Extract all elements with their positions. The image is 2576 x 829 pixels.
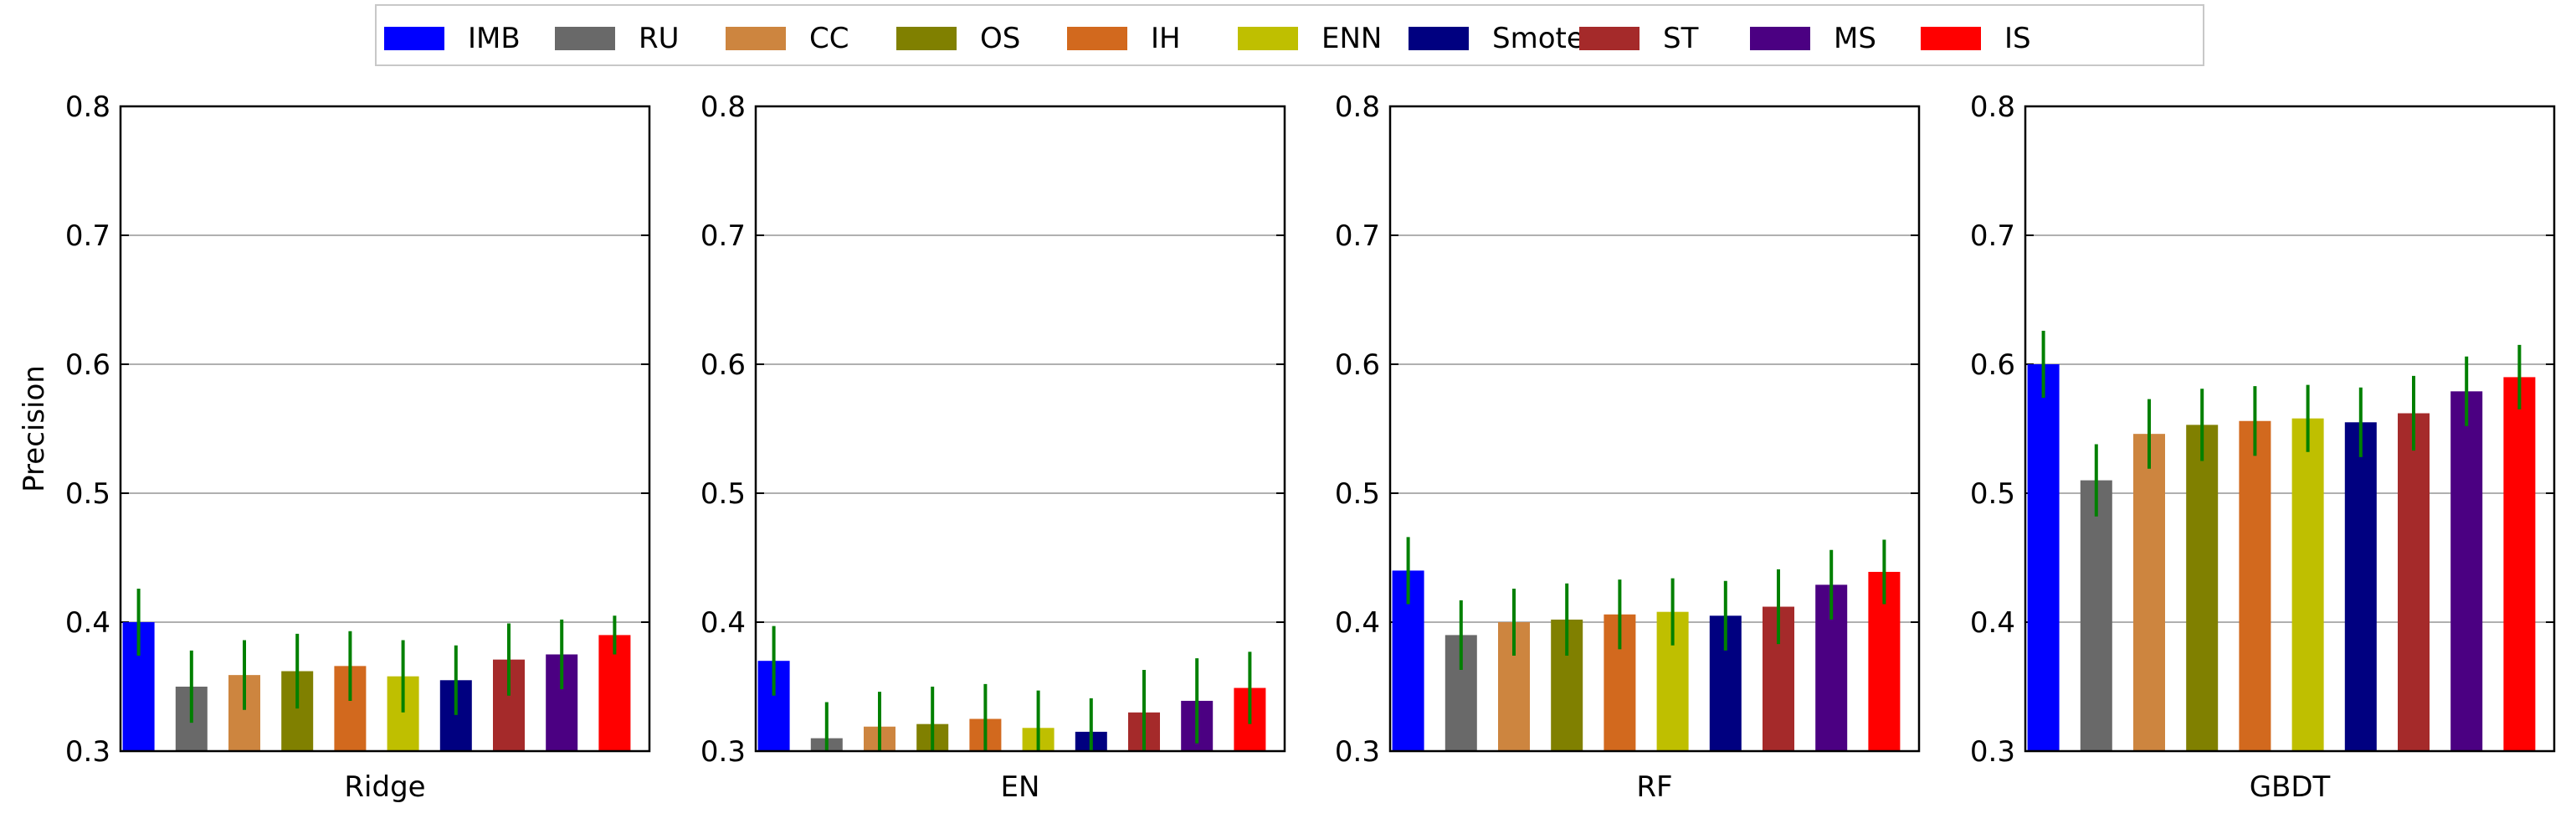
- bar-ih: [2239, 420, 2271, 751]
- legend-item-ru: RU: [555, 22, 680, 55]
- y-tick-label: 0.6: [1335, 348, 1380, 382]
- y-tick-label: 0.4: [1335, 606, 1380, 640]
- legend-swatch: [1921, 27, 1981, 50]
- y-tick-label: 0.7: [700, 219, 746, 253]
- bar-enn: [2291, 418, 2324, 751]
- y-tick-label: 0.3: [1970, 735, 2015, 769]
- y-tick-label: 0.8: [1335, 90, 1380, 124]
- legend-item-smote: Smote: [1409, 22, 1584, 55]
- y-tick-label: 0.5: [1335, 477, 1380, 511]
- legend-item-cc: CC: [726, 22, 849, 55]
- chart-panel-en: 0.3 0.4 0.5 0.6 0.7 0.8 EN: [700, 90, 1286, 804]
- legend-item-ih: IH: [1067, 22, 1181, 55]
- plot-frame: [119, 105, 651, 753]
- chart-panel-gbdt: 0.3 0.4 0.5 0.6 0.7 0.8 GBDT: [1970, 90, 2556, 804]
- y-tick-label: 0.6: [65, 348, 110, 382]
- legend-item-ms: MS: [1750, 22, 1876, 55]
- legend-label: RU: [639, 22, 680, 55]
- legend-swatch: [555, 27, 615, 50]
- legend-swatch: [384, 27, 444, 50]
- bar-ms: [2450, 391, 2483, 751]
- bar-cc: [2133, 434, 2165, 751]
- x-axis-label: RF: [1636, 770, 1672, 804]
- plot-frame: [754, 105, 1286, 753]
- legend-label: IS: [2004, 22, 2031, 55]
- x-axis-label: GBDT: [2250, 770, 2331, 804]
- legend-item-enn: ENN: [1238, 22, 1382, 55]
- legend-label: Smote: [1492, 22, 1584, 55]
- legend-item-imb: IMB: [384, 22, 521, 55]
- legend-swatch: [1067, 27, 1127, 50]
- y-tick-label: 0.7: [65, 219, 110, 253]
- y-tick-label: 0.6: [1970, 348, 2015, 382]
- y-tick-label: 0.3: [65, 735, 110, 769]
- y-tick-label: 0.5: [65, 477, 110, 511]
- bar-os: [2186, 425, 2219, 751]
- legend-label: OS: [980, 22, 1020, 55]
- y-tick-label: 0.4: [700, 606, 746, 640]
- y-tick-label: 0.3: [700, 735, 746, 769]
- legend-swatch: [1238, 27, 1298, 50]
- legend-swatch: [896, 27, 957, 50]
- plot-frame: [2024, 105, 2556, 753]
- bar-st: [2398, 413, 2430, 751]
- legend-item-is: IS: [1921, 22, 2031, 55]
- legend-label: ST: [1663, 22, 1699, 55]
- bar-is: [2503, 377, 2536, 751]
- y-tick-label: 0.8: [700, 90, 746, 124]
- chart-panel-rf: 0.3 0.4 0.5 0.6 0.7 0.8 RF: [1335, 90, 1921, 804]
- y-tick-label: 0.5: [1970, 477, 2015, 511]
- legend-label: IMB: [468, 22, 521, 55]
- plot-frame: [1388, 105, 1921, 753]
- y-tick-label: 0.8: [1970, 90, 2015, 124]
- bar-ru: [2080, 480, 2112, 751]
- x-axis-label: Ridge: [344, 770, 425, 804]
- legend-label: MS: [1834, 22, 1876, 55]
- bar-imb: [2027, 364, 2060, 751]
- x-axis-label: EN: [1001, 770, 1040, 804]
- legend-swatch: [1750, 27, 1810, 50]
- legend-swatch: [726, 27, 786, 50]
- legend: IMB RU CC OS IH ENN Smote ST MS IS: [375, 4, 2204, 66]
- chart-panel-ridge: 0.3 0.4 0.5 0.6 0.7 0.8 Ridge Precision: [18, 90, 651, 804]
- y-tick-label: 0.3: [1335, 735, 1380, 769]
- bar-smote: [2344, 422, 2377, 751]
- legend-item-os: OS: [896, 22, 1020, 55]
- y-tick-label: 0.5: [700, 477, 746, 511]
- y-tick-label: 0.4: [65, 606, 110, 640]
- legend-label: CC: [809, 22, 849, 55]
- legend-label: ENN: [1321, 22, 1382, 55]
- y-tick-label: 0.7: [1335, 219, 1380, 253]
- legend-swatch: [1579, 27, 1640, 50]
- y-tick-label: 0.6: [700, 348, 746, 382]
- legend-swatch: [1409, 27, 1469, 50]
- y-axis-label: Precision: [18, 365, 51, 492]
- y-tick-label: 0.7: [1970, 219, 2015, 253]
- y-tick-label: 0.8: [65, 90, 110, 124]
- y-tick-label: 0.4: [1970, 606, 2015, 640]
- legend-label: IH: [1151, 22, 1181, 55]
- legend-item-st: ST: [1579, 22, 1699, 55]
